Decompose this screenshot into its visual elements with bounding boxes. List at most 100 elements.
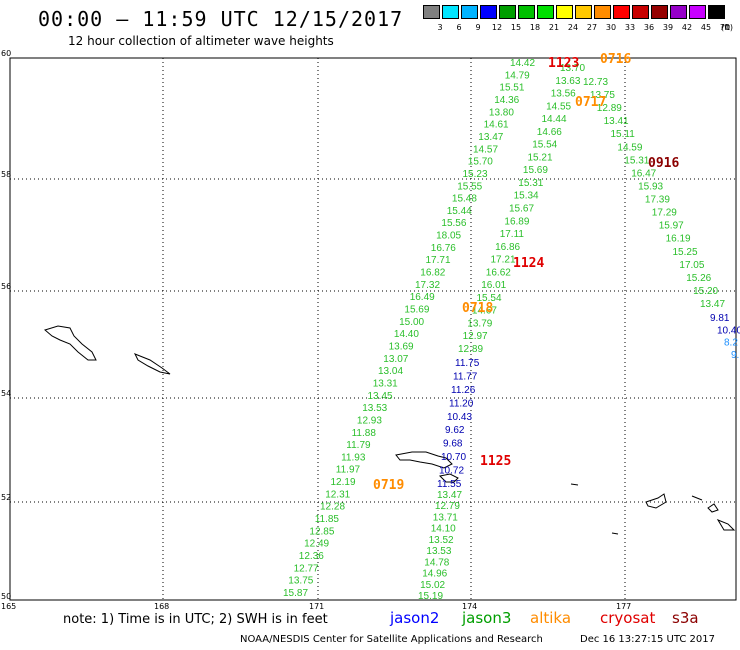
- wave-height-value: 13.70: [560, 63, 585, 74]
- wave-height-value: 14.66: [537, 127, 562, 138]
- wave-height-value: 13.47: [478, 132, 503, 143]
- wave-height-value: 15.20: [693, 286, 718, 297]
- wave-height-value: 11.85: [315, 514, 340, 525]
- wave-height-value: 13.31: [373, 379, 398, 390]
- wave-height-value: 16.47: [631, 168, 656, 179]
- pass-time-label: 1123: [548, 56, 579, 71]
- wave-height-value: 10.70: [441, 452, 466, 463]
- wave-height-value: 15.69: [404, 305, 429, 316]
- color-scale-label: 6: [456, 23, 462, 32]
- wave-height-value: 13.45: [368, 391, 393, 402]
- wave-height-value: 15.55: [457, 181, 482, 192]
- color-swatch: [480, 5, 497, 19]
- wave-height-value: 12.49: [304, 539, 329, 550]
- wave-height-value: 12.85: [309, 526, 334, 537]
- wave-height-value: 17.32: [415, 280, 440, 291]
- wave-height-value: 13.41: [604, 116, 629, 127]
- wave-height-value: 13.53: [426, 546, 451, 557]
- pass-time-label: 0718: [462, 301, 493, 316]
- island-outline: [691, 495, 703, 501]
- longitude-label: 165: [1, 602, 16, 611]
- wave-height-value: 13.07: [383, 354, 408, 365]
- wave-height-value: 13.69: [389, 342, 414, 353]
- color-swatch: [575, 5, 592, 19]
- wave-height-value: 13.56: [551, 89, 576, 100]
- color-swatch: [537, 5, 554, 19]
- wave-height-value: 16.49: [410, 292, 435, 303]
- color-scale-label: (ft): [721, 23, 734, 32]
- satellite-legend-item: jason2: [390, 609, 440, 627]
- wave-height-value: 8.2: [724, 338, 738, 349]
- color-scale-label: 18: [529, 23, 541, 32]
- wave-height-value: 15.97: [659, 221, 684, 232]
- satellite-legend-item: altika: [530, 609, 572, 627]
- wave-height-value: 15.87: [283, 588, 308, 599]
- wave-height-value: 12.89: [597, 103, 622, 114]
- longitude-label: 168: [154, 602, 169, 611]
- pass-time-label: 1124: [513, 256, 544, 271]
- color-scale-label: 39: [662, 23, 674, 32]
- wave-height-value: 13.75: [590, 90, 615, 101]
- wave-height-value: 14.10: [431, 524, 456, 535]
- wave-height-value: 16.62: [486, 267, 511, 278]
- latitude-label: 52: [1, 493, 11, 502]
- island-outline: [570, 483, 579, 486]
- wave-height-value: 13.71: [433, 512, 458, 523]
- latitude-label: 56: [1, 282, 11, 291]
- island-outline: [707, 503, 719, 513]
- wave-height-value: 14.57: [473, 144, 498, 155]
- wave-height-value: 14.96: [422, 569, 447, 580]
- color-scale-label: 21: [548, 23, 560, 32]
- wave-height-value: 15.51: [499, 83, 524, 94]
- island-outline: [611, 532, 619, 535]
- wave-height-value: 12.79: [435, 501, 460, 512]
- wave-height-value: 15.31: [518, 178, 543, 189]
- wave-height-value: 11.79: [346, 440, 371, 451]
- color-swatch: [632, 5, 649, 19]
- wave-height-value: 12.19: [331, 477, 356, 488]
- pass-time-label: 0719: [373, 478, 404, 493]
- island-outline: [395, 451, 453, 469]
- latitude-label: 58: [1, 170, 11, 179]
- wave-height-value: 11.88: [352, 428, 377, 439]
- color-swatch: [651, 5, 668, 19]
- wave-height-value: 15.34: [514, 191, 539, 202]
- wave-height-value: 15.11: [611, 129, 636, 140]
- color-scale-label: 33: [624, 23, 636, 32]
- color-swatch: [708, 5, 725, 19]
- map-grid: [9, 57, 737, 601]
- wave-height-value: 12.89: [458, 344, 483, 355]
- wave-height-value: 14.55: [546, 101, 571, 112]
- wave-height-value: 13.52: [429, 535, 454, 546]
- credit-line: NOAA/NESDIS Center for Satellite Applica…: [240, 634, 543, 645]
- timestamp: Dec 16 13:27:15 UTC 2017: [580, 634, 715, 645]
- pass-time-label: 0916: [648, 156, 679, 171]
- wave-height-value: 11.20: [449, 398, 474, 409]
- wave-height-value: 13.47: [700, 299, 725, 310]
- color-swatch: [461, 5, 478, 19]
- satellite-legend-item: s3a: [672, 609, 699, 627]
- wave-height-value: 15.21: [528, 152, 553, 163]
- wave-height-value: 15.67: [509, 204, 534, 215]
- wave-height-value: 14.67: [472, 306, 497, 317]
- wave-height-value: 12.93: [357, 415, 382, 426]
- color-scale-label: 12: [491, 23, 503, 32]
- wave-height-value: 13.80: [489, 107, 514, 118]
- wave-height-value: 9.: [731, 350, 739, 361]
- wave-height-value: 17.71: [426, 255, 451, 266]
- wave-height-value: 16.01: [481, 280, 506, 291]
- island-outline: [438, 473, 459, 483]
- page-title: 00:00 – 11:59 UTC 12/15/2017: [38, 7, 404, 31]
- color-scale-label: 24: [567, 23, 579, 32]
- wave-height-value: 13.75: [288, 576, 313, 587]
- island-outline: [133, 353, 171, 375]
- land-outlines: [43, 325, 736, 535]
- pass-time-label: 0716: [600, 52, 631, 67]
- wave-height-value: 14.61: [484, 120, 509, 131]
- wave-height-value: 15.23: [463, 169, 488, 180]
- wave-height-value: 11.26: [451, 385, 476, 396]
- wave-height-value: 9.62: [445, 425, 465, 436]
- wave-height-value: 15.19: [418, 591, 443, 602]
